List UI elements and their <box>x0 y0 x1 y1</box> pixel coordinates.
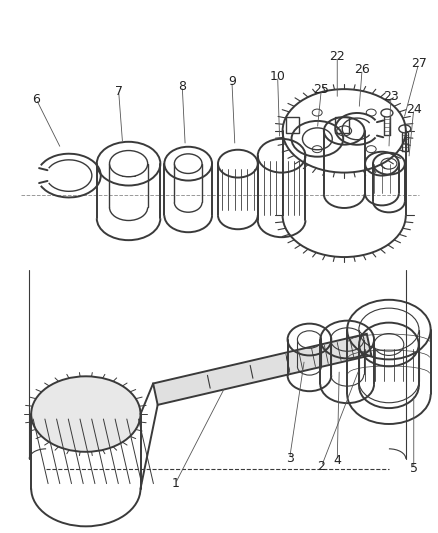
Text: 2: 2 <box>318 460 325 473</box>
Text: 1: 1 <box>171 477 179 490</box>
Text: 9: 9 <box>228 75 236 88</box>
Bar <box>286 117 300 133</box>
Text: 25: 25 <box>314 83 329 95</box>
Text: 22: 22 <box>329 50 345 63</box>
Text: 8: 8 <box>178 79 186 93</box>
Polygon shape <box>153 334 371 405</box>
Text: 4: 4 <box>333 454 341 467</box>
Bar <box>335 117 349 133</box>
Text: 27: 27 <box>411 57 427 70</box>
Text: 3: 3 <box>286 453 293 465</box>
Text: 6: 6 <box>32 93 40 106</box>
Text: 10: 10 <box>270 70 286 83</box>
Text: 23: 23 <box>383 90 399 102</box>
Text: 26: 26 <box>354 63 370 76</box>
Text: 7: 7 <box>115 85 123 98</box>
Text: 24: 24 <box>406 102 422 116</box>
Text: 5: 5 <box>410 462 418 475</box>
Ellipse shape <box>31 376 141 452</box>
